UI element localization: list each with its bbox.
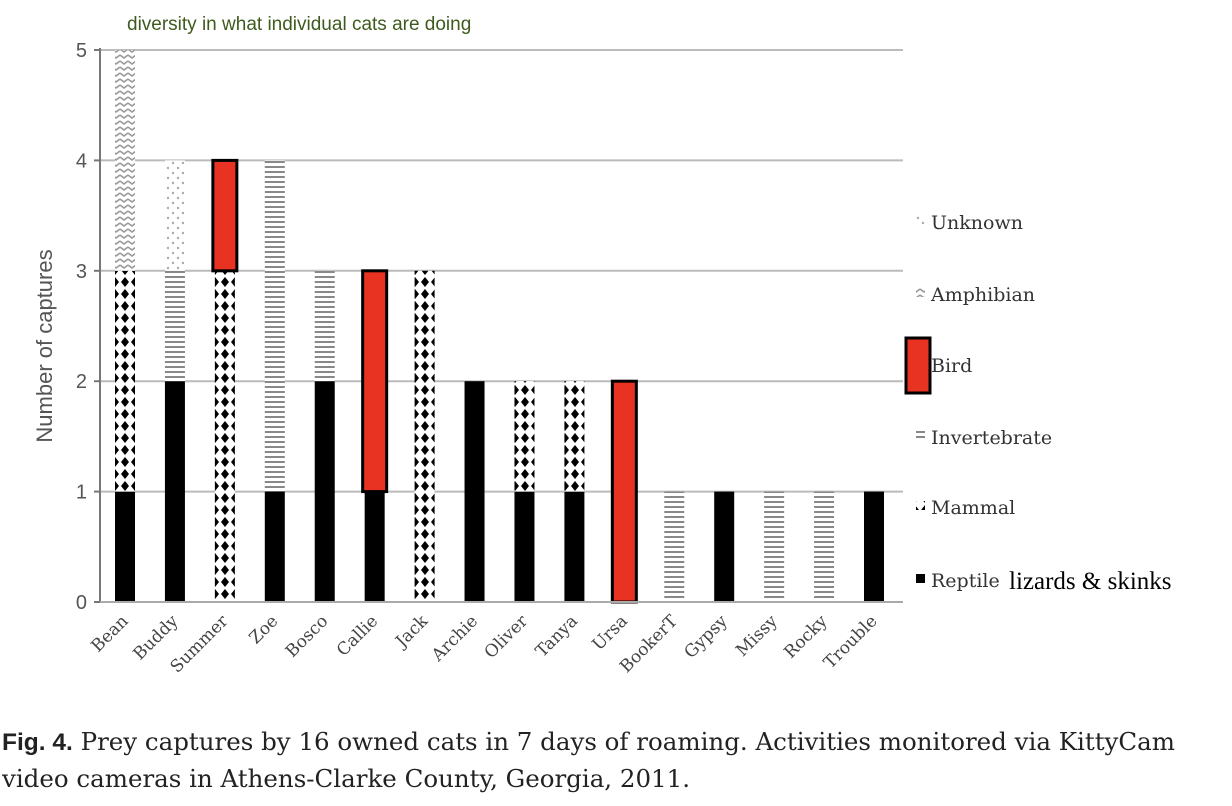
bar-segment-invertebrate: [164, 270, 185, 382]
y-axis-label: Number of captures: [32, 249, 57, 442]
legend-swatch-amphibian: [916, 288, 925, 297]
bar-segment-unknown: [164, 160, 185, 271]
x-tick-label: Archie: [427, 611, 482, 666]
bar-segment-invertebrate: [664, 491, 685, 602]
legend-label-bird: Bird: [931, 355, 972, 377]
legend-label-unknown: Unknown: [931, 212, 1023, 234]
y-tick-label: 3: [76, 261, 87, 283]
bar-segment-reptile: [714, 491, 735, 602]
bar-segment-reptile: [864, 491, 884, 602]
legend-swatch-unknown: [916, 216, 925, 225]
legend-swatch-bird: [904, 336, 932, 395]
bar-segment-bird: [361, 269, 389, 494]
x-tick-label: Bosco: [282, 611, 332, 661]
x-tick-label: Missy: [732, 611, 782, 661]
bar-segment-reptile: [564, 491, 585, 602]
legend-swatch-reptile: [916, 574, 925, 583]
bar-segment-mammal: [115, 270, 135, 492]
x-tick-label: Bean: [88, 611, 133, 656]
x-tick-label: Trouble: [820, 611, 882, 673]
legend-swatch-invertebrate: [916, 431, 925, 440]
bar-segment-invertebrate: [814, 491, 835, 602]
y-tick-label: 1: [76, 482, 87, 504]
legend-label-mammal: Mammal: [931, 497, 1015, 519]
bar-segment-reptile: [364, 491, 385, 602]
y-tick-label: 4: [76, 150, 87, 172]
bar-segment-reptile: [514, 491, 535, 602]
bar-segment-mammal: [564, 381, 585, 492]
bar-segment-reptile: [264, 491, 285, 602]
bar-segment-bird: [211, 158, 239, 273]
y-tick-label: 5: [76, 40, 87, 62]
caption-label: Fig. 4.: [2, 729, 73, 756]
bar-segment-invertebrate: [764, 491, 785, 602]
legend-note-reptile: lizards & skinks: [1009, 568, 1172, 595]
figure-caption: Fig. 4. Prey captures by 16 owned cats i…: [2, 724, 1232, 797]
annotation-text: diversity in what individual cats are do…: [127, 14, 472, 35]
bar-segment-amphibian: [115, 50, 135, 271]
bar-segment-mammal: [414, 270, 435, 602]
legend-swatch-mammal: [916, 501, 925, 510]
bar-segment-reptile: [314, 381, 335, 602]
x-tick-label: Ursa: [589, 611, 632, 654]
x-tick-label: Gypsy: [681, 611, 732, 662]
legend-label-amphibian: Amphibian: [930, 284, 1035, 306]
x-tick-label: Jack: [391, 611, 433, 653]
x-tick-label: Zoe: [245, 611, 282, 648]
y-tick-label: 2: [76, 371, 87, 393]
bar-segment-mammal: [214, 270, 235, 602]
legend-label-invertebrate: Invertebrate: [931, 427, 1052, 449]
bar-segment-mammal: [514, 381, 535, 492]
x-tick-label: Callie: [333, 611, 382, 660]
bar-segment-reptile: [115, 491, 135, 602]
bar-segment-invertebrate: [264, 160, 285, 492]
bar-segment-invertebrate: [314, 270, 335, 382]
legend-label-reptile: Reptile: [931, 570, 1000, 592]
bar-segment-reptile: [164, 381, 185, 602]
y-tick-label: 0: [76, 592, 87, 614]
bar-segment-bird: [610, 379, 638, 604]
bar-segment-reptile: [464, 381, 485, 602]
caption-text: Prey captures by 16 owned cats in 7 days…: [2, 727, 1175, 793]
x-tick-label: Oliver: [481, 611, 533, 663]
x-tick-label: Tanya: [532, 611, 582, 661]
